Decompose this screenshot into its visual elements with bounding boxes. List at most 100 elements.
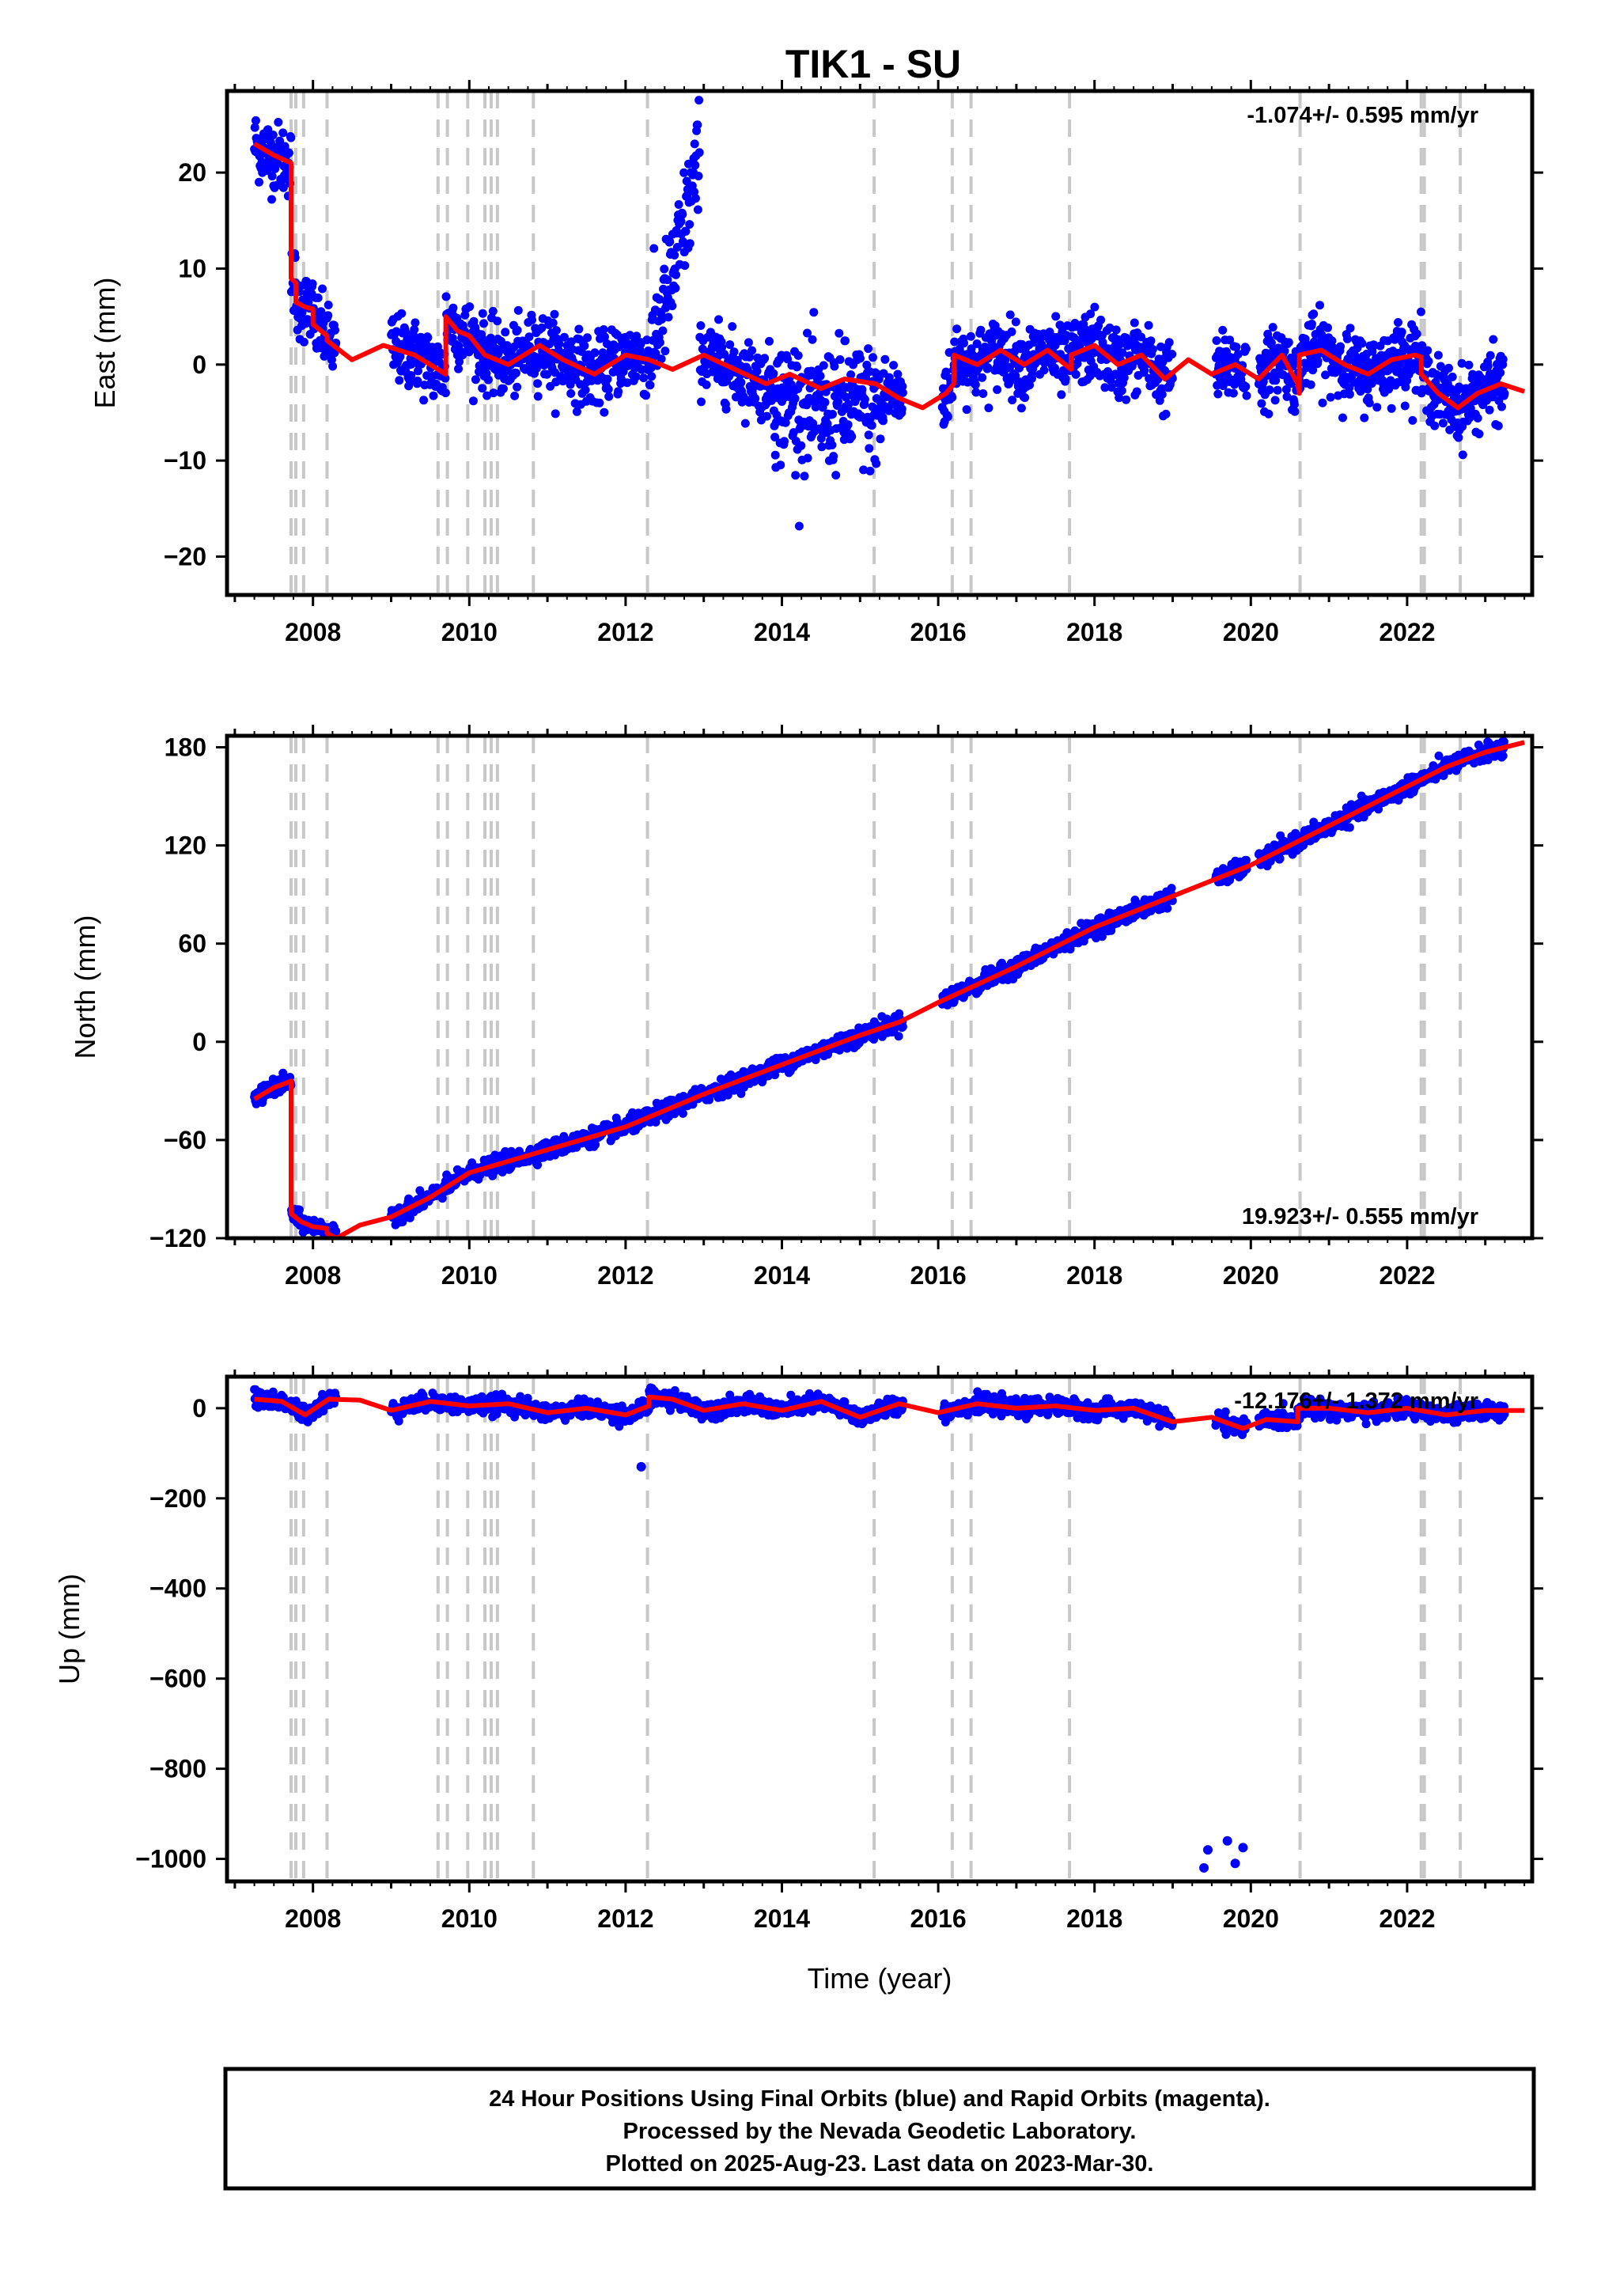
position-point xyxy=(1315,301,1324,310)
position-point xyxy=(857,385,867,394)
position-point xyxy=(632,332,642,341)
position-point xyxy=(1323,323,1332,332)
position-point xyxy=(1318,398,1327,407)
position-point xyxy=(800,472,809,481)
position-point xyxy=(867,421,876,430)
position-point xyxy=(728,322,737,332)
position-point xyxy=(751,394,760,404)
y-tick-label: 0 xyxy=(192,350,206,379)
position-point xyxy=(511,369,520,377)
position-point xyxy=(1321,370,1330,380)
position-point xyxy=(1241,855,1251,865)
position-point xyxy=(1105,323,1115,332)
position-point xyxy=(860,395,869,404)
position-point xyxy=(674,200,683,209)
position-point xyxy=(978,373,987,382)
position-point xyxy=(1163,904,1172,913)
position-point xyxy=(458,350,467,360)
position-point xyxy=(993,385,1002,394)
position-point xyxy=(803,453,812,463)
position-point xyxy=(631,372,641,381)
position-point xyxy=(513,382,522,392)
position-point xyxy=(690,188,699,196)
position-point xyxy=(1257,399,1266,408)
position-point xyxy=(1096,315,1106,324)
position-point xyxy=(685,239,695,248)
position-point xyxy=(1086,309,1096,319)
position-point xyxy=(554,339,564,349)
position-point xyxy=(1111,325,1121,335)
position-point xyxy=(651,349,660,358)
position-point xyxy=(685,220,695,229)
position-point xyxy=(1264,409,1274,419)
position-point xyxy=(284,148,293,157)
position-point xyxy=(595,398,604,407)
position-point xyxy=(489,388,498,398)
position-point xyxy=(676,217,686,226)
position-point xyxy=(657,354,666,364)
position-point xyxy=(695,96,704,105)
position-point xyxy=(1107,383,1116,392)
position-point xyxy=(268,131,278,140)
position-point xyxy=(580,341,589,350)
position-point xyxy=(1364,398,1374,407)
position-point xyxy=(817,442,827,452)
x-tick-label: 2010 xyxy=(441,618,498,646)
position-point xyxy=(501,328,510,337)
position-point xyxy=(1266,338,1276,347)
position-point xyxy=(678,1108,687,1118)
position-point xyxy=(663,275,672,285)
y-axis-label: East (mm) xyxy=(89,278,121,409)
x-tick-label: 2012 xyxy=(597,618,653,646)
position-point xyxy=(327,355,336,365)
position-point xyxy=(865,466,875,475)
position-point xyxy=(1497,402,1506,411)
position-point xyxy=(1369,340,1379,350)
position-point xyxy=(1117,386,1126,396)
position-point xyxy=(1448,372,1457,381)
y-tick-label: 20 xyxy=(178,158,206,187)
position-point xyxy=(1122,395,1131,404)
position-point xyxy=(1233,350,1243,359)
position-point xyxy=(566,388,576,398)
position-point xyxy=(740,419,750,428)
position-point xyxy=(483,375,493,385)
position-point xyxy=(324,311,333,320)
position-point xyxy=(835,355,845,364)
position-point xyxy=(1275,854,1285,863)
position-point xyxy=(1498,751,1508,760)
position-point xyxy=(1100,383,1110,392)
position-point xyxy=(1016,404,1026,413)
position-point xyxy=(696,321,706,330)
position-point xyxy=(898,1022,907,1032)
position-point xyxy=(1327,336,1337,346)
position-point xyxy=(894,1032,903,1041)
position-point xyxy=(797,441,806,450)
position-point xyxy=(1057,390,1066,400)
position-point xyxy=(670,251,679,260)
position-point xyxy=(295,1205,304,1214)
position-point xyxy=(717,343,727,352)
position-point xyxy=(1007,327,1016,336)
position-point xyxy=(250,123,259,132)
position-point xyxy=(1164,338,1174,347)
position-point xyxy=(736,377,746,387)
position-point xyxy=(524,332,534,342)
position-point xyxy=(583,333,592,343)
position-point xyxy=(604,385,613,394)
position-point xyxy=(897,404,906,414)
position-point xyxy=(1408,415,1417,425)
position-point xyxy=(590,348,600,358)
position-point xyxy=(1090,302,1100,312)
position-point xyxy=(1387,404,1396,413)
position-point xyxy=(1271,376,1281,385)
position-point xyxy=(786,380,796,389)
position-point xyxy=(1326,392,1335,402)
x-tick-label: 2016 xyxy=(910,618,967,646)
position-point xyxy=(537,323,547,332)
position-point xyxy=(1306,380,1315,389)
position-point xyxy=(1118,348,1127,358)
position-point xyxy=(1345,389,1354,399)
position-point xyxy=(551,326,561,335)
